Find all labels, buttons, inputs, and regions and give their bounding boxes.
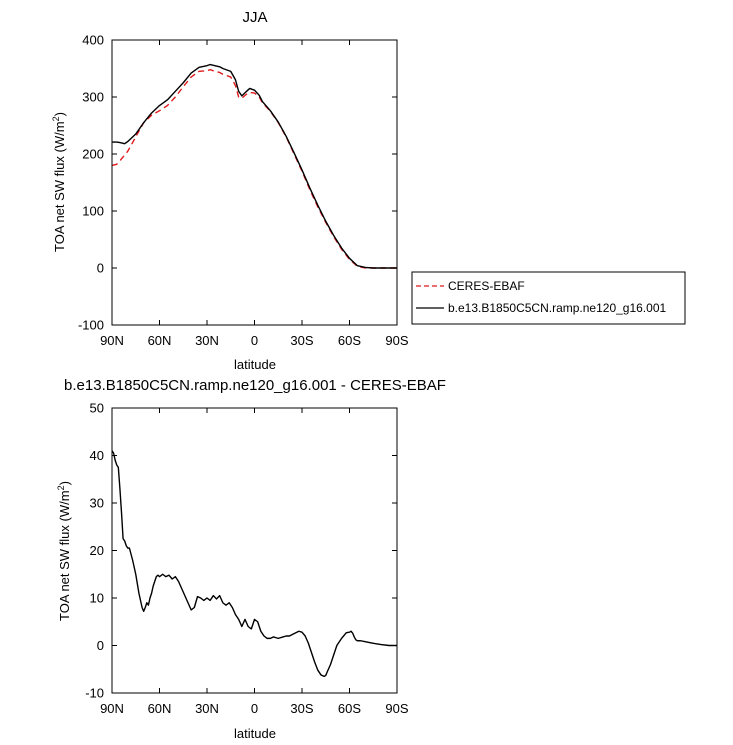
bottom-chart-x-tick-label: 90N xyxy=(100,701,124,716)
bottom-chart-series-group xyxy=(111,450,397,678)
top-chart-y-axis-label-sup: 2 xyxy=(51,116,61,121)
legend-label-ceres: CERES-EBAF xyxy=(448,279,525,293)
bottom-chart-panel: b.e13.B1850C5CN.ramp.ne120_g16.001 - CER… xyxy=(56,377,446,741)
top-chart-y-axis-label-close: ) xyxy=(52,112,67,116)
top-chart-x-tick-label: 30S xyxy=(290,333,313,348)
bottom-chart-y-tick-label: 40 xyxy=(90,448,104,463)
bottom-chart-x-tick-label: 0 xyxy=(251,701,258,716)
top-chart-panel: JJA 90N 60N 30N 0 30S 60S 90S -100 0 100 200 300 40… xyxy=(51,9,686,372)
bottom-chart-x-tick-label: 60N xyxy=(148,701,172,716)
bottom-chart-y-axis-label-close: ) xyxy=(57,481,72,485)
bottom-chart-y-tick-label: 10 xyxy=(90,591,104,606)
top-chart-y-tick-label: 0 xyxy=(97,261,104,276)
top-chart-y-axis-label: TOA net SW flux (W/m2) xyxy=(51,112,67,252)
top-chart-x-tick-label: 90S xyxy=(385,333,408,348)
top-chart-series-line-0 xyxy=(111,68,397,269)
top-chart-y-tick-label: 400 xyxy=(82,33,104,48)
bottom-chart-x-tick-label: 30S xyxy=(290,701,313,716)
top-chart-series-group xyxy=(111,63,397,269)
bottom-chart-x-axis-label: latitude xyxy=(234,726,276,741)
bottom-chart-y-tick-label: 0 xyxy=(97,638,104,653)
bottom-chart-y-axis-label: TOA net SW flux (W/m2) xyxy=(56,481,72,621)
top-chart-title: JJA xyxy=(242,9,267,26)
bottom-chart-title: b.e13.B1850C5CN.ramp.ne120_g16.001 - CER… xyxy=(64,377,446,394)
legend-box xyxy=(411,271,686,325)
bottom-chart-y-tick-label: 50 xyxy=(90,401,104,416)
top-chart-plot-frame xyxy=(111,39,398,326)
bottom-chart-y-tick-label: 30 xyxy=(90,496,104,511)
top-chart-y-axis-label-main: TOA net SW flux (W/m xyxy=(52,121,67,252)
bottom-chart-y-tick-label: -10 xyxy=(85,686,104,701)
top-chart-x-tick-label: 0 xyxy=(251,333,258,348)
bottom-chart-plot-frame xyxy=(111,407,398,694)
bottom-chart-x-tick-label: 60S xyxy=(338,701,361,716)
bottom-chart-y-tick-label: 20 xyxy=(90,543,104,558)
bottom-chart-y-axis-label-main: TOA net SW flux (W/m xyxy=(57,490,72,621)
top-chart-series-line-1 xyxy=(112,63,397,269)
bottom-chart-x-ticks: 90N 60N 30N 0 30S 60S 90S xyxy=(100,408,409,716)
top-chart-x-tick-label: 90N xyxy=(100,333,124,348)
top-chart-x-tick-label: 60N xyxy=(148,333,172,348)
top-chart-x-tick-label: 60S xyxy=(338,333,361,348)
bottom-chart-y-ticks: -10 0 10 20 30 40 50 xyxy=(85,401,397,701)
top-chart-x-ticks: 90N 60N 30N 0 30S 60S 90S xyxy=(100,40,409,348)
bottom-chart-x-tick-label: 30N xyxy=(195,701,219,716)
top-chart-y-tick-label: -100 xyxy=(78,318,104,333)
top-chart-x-axis-label: latitude xyxy=(234,357,276,372)
bottom-chart-series-line-0 xyxy=(111,450,397,678)
top-chart-y-tick-label: 300 xyxy=(82,90,104,105)
legend-label-model: b.e13.B1850C5CN.ramp.ne120_g16.001 xyxy=(448,301,666,315)
top-chart-y-tick-label: 200 xyxy=(82,147,104,162)
top-chart-y-tick-label: 100 xyxy=(82,204,104,219)
top-chart-legend: CERES-EBAF b.e13.B1850C5CN.ramp.ne120_g1… xyxy=(411,271,686,325)
top-chart-x-tick-label: 30N xyxy=(195,333,219,348)
bottom-chart-x-tick-label: 90S xyxy=(385,701,408,716)
top-chart-y-ticks: -100 0 100 200 300 400 xyxy=(78,33,397,333)
bottom-chart-y-axis-label-sup: 2 xyxy=(56,485,66,490)
